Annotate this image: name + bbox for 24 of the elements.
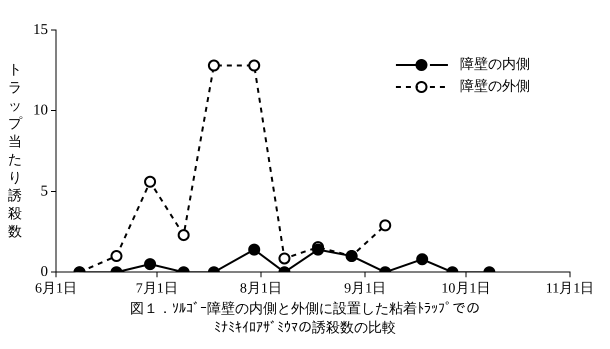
y-tick-label: 5 (40, 183, 48, 200)
point (178, 229, 190, 242)
point (278, 252, 290, 264)
y-tick-label: 0 (40, 264, 48, 280)
y-tick-label: 10 (33, 102, 48, 119)
point (312, 244, 324, 256)
x-tick-label: 9月1日 (344, 281, 386, 296)
x-tick-label: 7月1日 (136, 281, 178, 296)
point (144, 258, 156, 270)
caption: 図１．ｿﾙｺﾞｰ障壁の内側と外側に設置した粘着ﾄﾗｯﾌﾟでの (129, 300, 481, 319)
point (416, 253, 428, 266)
point (248, 60, 260, 72)
y-tick-label: 15 (33, 22, 48, 38)
text: ﾐﾅﾐｷｲﾛｱｻﾞﾐｳﾏの誘殺数の比較 (213, 320, 397, 338)
x-tick-label: 10月1日 (441, 281, 490, 296)
x-tick-label: 8月1日 (240, 281, 282, 296)
point (110, 250, 122, 262)
text: トラップ当たり誘殺数 (8, 63, 22, 240)
x-tick-label: 11月1日 (546, 281, 594, 296)
point (248, 244, 260, 256)
x-tick-label: 6月1日 (35, 281, 77, 296)
point (208, 60, 220, 72)
point (379, 219, 392, 232)
point (144, 176, 156, 188)
